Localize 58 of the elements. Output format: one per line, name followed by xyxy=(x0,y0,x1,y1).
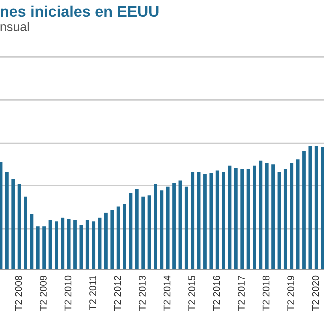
bar xyxy=(308,146,312,270)
bar xyxy=(92,222,96,270)
bar xyxy=(24,196,28,270)
chart-title: nes iniciales en EEUU xyxy=(1,6,159,18)
bar xyxy=(302,150,306,270)
bar xyxy=(12,179,16,270)
x-tick-label: T2 2008 xyxy=(15,276,22,312)
bar xyxy=(321,147,324,270)
bar xyxy=(154,184,158,270)
bar xyxy=(210,173,214,270)
x-tick-label: T2 2014 xyxy=(164,276,171,312)
x-tick-label: T2 2020 xyxy=(312,276,320,312)
bar xyxy=(172,183,176,270)
bar xyxy=(240,170,244,270)
bar xyxy=(5,172,9,270)
bar xyxy=(284,170,288,270)
bar xyxy=(160,190,164,270)
x-tick-label: T2 2010 xyxy=(64,276,72,312)
x-tick-label: T2 2012 xyxy=(114,276,122,312)
bar xyxy=(0,162,3,270)
bar xyxy=(222,172,226,270)
bar xyxy=(272,164,276,270)
x-tick-label: T2 2018 xyxy=(262,276,270,312)
x-tick-label: T2 2017 xyxy=(238,276,245,312)
bar xyxy=(30,214,34,270)
bar xyxy=(123,204,126,270)
bar xyxy=(42,226,46,270)
bar xyxy=(314,146,318,270)
bar xyxy=(204,174,207,270)
bar xyxy=(265,163,269,270)
bar xyxy=(135,189,139,270)
bar xyxy=(67,219,71,270)
bar xyxy=(290,163,294,270)
bar xyxy=(104,212,108,270)
bar xyxy=(86,220,90,270)
bar xyxy=(166,186,170,270)
bar xyxy=(259,160,263,270)
bar xyxy=(116,206,120,270)
bar xyxy=(36,226,40,270)
x-tick-label: T2 2016 xyxy=(213,276,220,312)
chart-subtitle: nsual xyxy=(0,22,30,32)
bar xyxy=(253,166,256,270)
bar xyxy=(18,184,22,270)
x-tick-label: T2 2009 xyxy=(40,276,47,312)
bar xyxy=(296,160,300,270)
x-tick-label: T2 2013 xyxy=(139,276,146,312)
bar xyxy=(234,168,238,270)
bar xyxy=(61,218,65,270)
bar xyxy=(110,210,114,270)
bar xyxy=(74,220,77,270)
bar xyxy=(191,172,195,270)
x-tick-label: T2 2015 xyxy=(188,276,196,312)
bar xyxy=(54,222,58,270)
bar xyxy=(216,170,220,270)
bar xyxy=(184,186,188,270)
bar xyxy=(142,196,146,270)
x-tick-label: T2 2011 xyxy=(90,276,96,310)
x-tick-label: T2 2019 xyxy=(288,276,294,312)
